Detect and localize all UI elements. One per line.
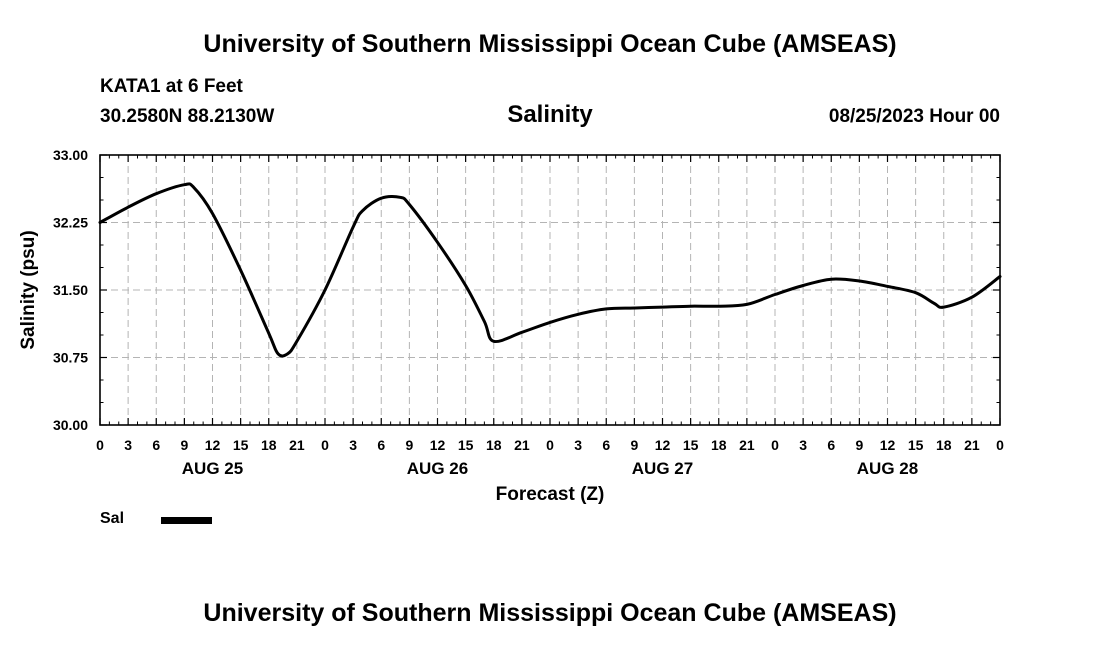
legend-label: Sal bbox=[100, 510, 125, 527]
x-tick-label: 0 bbox=[996, 437, 1004, 453]
x-tick-label: 9 bbox=[855, 437, 863, 453]
x-tick-label: 15 bbox=[458, 437, 474, 453]
x-tick-label: 18 bbox=[261, 437, 277, 453]
x-axis-title: Forecast (Z) bbox=[496, 484, 605, 505]
x-tick-label: 21 bbox=[739, 437, 755, 453]
y-tick-label: 32.25 bbox=[53, 215, 88, 231]
x-tick-label: 3 bbox=[799, 437, 807, 453]
footer-title: University of Southern Mississippi Ocean… bbox=[203, 599, 897, 627]
x-tick-label: 15 bbox=[683, 437, 699, 453]
forecast-run-time: 08/25/2023 Hour 00 bbox=[828, 106, 1000, 127]
x-tick-label: 18 bbox=[936, 437, 952, 453]
x-tick-label: 12 bbox=[205, 437, 221, 453]
x-tick-label: 21 bbox=[964, 437, 980, 453]
station-coordinates: 30.2580N 88.2130W bbox=[100, 106, 275, 127]
x-tick-label: 21 bbox=[514, 437, 530, 453]
x-tick-label: 21 bbox=[289, 437, 305, 453]
series-line-sal bbox=[98, 182, 1002, 358]
x-tick-label: 9 bbox=[630, 437, 638, 453]
day-label: AUG 28 bbox=[857, 459, 918, 478]
y-tick-label: 30.00 bbox=[53, 417, 88, 433]
x-tick-label: 18 bbox=[711, 437, 727, 453]
main-title: University of Southern Mississippi Ocean… bbox=[203, 30, 897, 58]
series-layer bbox=[98, 182, 1002, 358]
x-tick-label: 18 bbox=[486, 437, 502, 453]
y-tick-label: 30.75 bbox=[53, 350, 88, 366]
x-tick-label: 12 bbox=[430, 437, 446, 453]
grid bbox=[100, 155, 1000, 425]
plot-frame bbox=[99, 154, 1001, 426]
x-tick-label: 0 bbox=[96, 437, 104, 453]
y-tick-label: 31.50 bbox=[53, 282, 88, 298]
y-tick-label: 33.00 bbox=[53, 147, 88, 163]
x-tick-label: 6 bbox=[602, 437, 610, 453]
x-tick-label: 3 bbox=[349, 437, 357, 453]
day-labels: AUG 25 AUG 26 AUG 27 AUG 28 bbox=[182, 459, 918, 478]
x-tick-label: 0 bbox=[321, 437, 329, 453]
x-tick-label: 6 bbox=[827, 437, 835, 453]
x-tick-label: 3 bbox=[124, 437, 132, 453]
day-label: AUG 25 bbox=[182, 459, 243, 478]
x-tick-label: 9 bbox=[405, 437, 413, 453]
x-tick-label: 15 bbox=[908, 437, 924, 453]
y-axis-title: Salinity (psu) bbox=[18, 230, 39, 349]
x-tick-label: 12 bbox=[880, 437, 896, 453]
day-label: AUG 26 bbox=[407, 459, 468, 478]
x-tick-label: 15 bbox=[233, 437, 249, 453]
x-tick-label: 3 bbox=[574, 437, 582, 453]
x-tick-label: 6 bbox=[377, 437, 385, 453]
legend-swatch bbox=[161, 517, 212, 524]
y-tick-labels: 30.00 30.75 31.50 32.25 33.00 bbox=[53, 147, 88, 433]
station-label: KATA1 at 6 Feet bbox=[100, 76, 243, 97]
x-tick-label: 0 bbox=[771, 437, 779, 453]
x-tick-label: 12 bbox=[655, 437, 671, 453]
chart-title: Salinity bbox=[507, 101, 593, 128]
x-tick-label: 9 bbox=[180, 437, 188, 453]
x-tick-label: 6 bbox=[152, 437, 160, 453]
x-tick-label: 0 bbox=[546, 437, 554, 453]
x-tick-labels: 0 3 6 9 12 15 18 21 0 3 6 9 12 15 18 21 0 3 6 9 12 15 18 21 0 3 6 9… bbox=[96, 437, 1004, 453]
day-label: AUG 27 bbox=[632, 459, 693, 478]
